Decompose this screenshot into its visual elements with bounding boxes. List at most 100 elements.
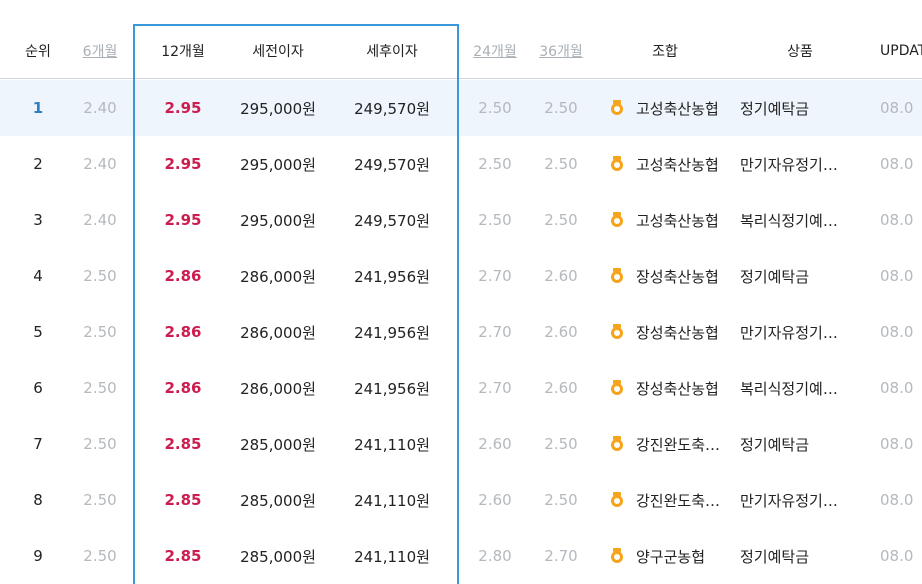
rate-6-months: 2.50 — [83, 547, 117, 565]
rate-24-months: 2.70 — [478, 379, 512, 397]
medal-icon — [610, 100, 624, 116]
rank-cell: 8 — [33, 491, 43, 509]
product-cell[interactable]: 정기예탁금 — [740, 528, 860, 584]
post-tax-interest: 249,570원 — [354, 99, 430, 118]
product-cell[interactable]: 만기자유정기예탁금 — [740, 472, 860, 528]
header-rank: 순위 — [25, 44, 51, 60]
rate-12-months: 2.86 — [164, 379, 202, 397]
rate-12-months: 2.85 — [164, 547, 202, 565]
union-cell[interactable]: 고성축산농협 — [610, 136, 735, 192]
update-date: 08.0 — [880, 267, 914, 285]
table-row[interactable]: 7 2.50 2.85 285,000원 241,110원 2.60 2.50 강진완도축산농… — [0, 416, 922, 472]
union-name[interactable]: 양구군농협 — [636, 547, 706, 566]
product-name[interactable]: 정기예탁금 — [740, 99, 810, 118]
header-12-months[interactable]: 12개월 — [161, 44, 205, 60]
table-row[interactable]: 6 2.50 2.86 286,000원 241,956원 2.70 2.60 장성축산농협 복… — [0, 360, 922, 416]
product-name[interactable]: 정기예탁금 — [740, 547, 810, 566]
product-cell[interactable]: 정기예탁금 — [740, 416, 860, 472]
union-cell[interactable]: 강진완도축산농협 — [610, 416, 735, 472]
rate-24-months: 2.80 — [478, 547, 512, 565]
product-name[interactable]: 정기예탁금 — [740, 435, 810, 454]
union-cell[interactable]: 장성축산농협 — [610, 248, 735, 304]
table-row[interactable]: 9 2.50 2.85 285,000원 241,110원 2.80 2.70 양구군농협 정기… — [0, 528, 922, 584]
header-product: 상품 — [787, 44, 813, 60]
rate-24-months: 2.50 — [478, 211, 512, 229]
post-tax-interest: 241,956원 — [354, 379, 430, 398]
union-cell[interactable]: 고성축산농협 — [610, 80, 735, 136]
rate-24-months: 2.70 — [478, 323, 512, 341]
product-cell[interactable]: 만기자유정기예탁금 — [740, 136, 860, 192]
product-cell[interactable]: 정기예탁금 — [740, 80, 860, 136]
rate-36-months: 2.60 — [544, 267, 578, 285]
product-name[interactable]: 복리식정기예탁금 — [740, 211, 850, 230]
union-name[interactable]: 강진완도축산농협 — [636, 491, 722, 510]
rank-cell: 5 — [33, 323, 43, 341]
post-tax-interest: 241,110원 — [354, 547, 430, 566]
rate-6-months: 2.50 — [83, 323, 117, 341]
medal-icon — [610, 492, 624, 508]
pre-tax-interest: 285,000원 — [240, 435, 316, 454]
rate-6-months: 2.50 — [83, 379, 117, 397]
header-pre-tax: 세전이자 — [252, 44, 304, 60]
rate-12-months: 2.86 — [164, 267, 202, 285]
table-row[interactable]: 5 2.50 2.86 286,000원 241,956원 2.70 2.60 장성축산농협 만… — [0, 304, 922, 360]
rate-24-months: 2.70 — [478, 267, 512, 285]
union-cell[interactable]: 양구군농협 — [610, 528, 735, 584]
medal-icon — [610, 324, 624, 340]
product-cell[interactable]: 복리식정기예탁금 — [740, 192, 860, 248]
union-name[interactable]: 강진완도축산농협 — [636, 435, 722, 454]
pre-tax-interest: 295,000원 — [240, 211, 316, 230]
rate-12-months: 2.85 — [164, 491, 202, 509]
union-name[interactable]: 고성축산농협 — [636, 211, 719, 230]
product-name[interactable]: 정기예탁금 — [740, 267, 810, 286]
product-cell[interactable]: 만기자유정기예탁금 — [740, 304, 860, 360]
union-cell[interactable]: 장성축산농협 — [610, 360, 735, 416]
medal-icon — [610, 436, 624, 452]
rate-24-months: 2.50 — [478, 99, 512, 117]
update-date: 08.0 — [880, 379, 914, 397]
table-row[interactable]: 2 2.40 2.95 295,000원 249,570원 2.50 2.50 고성축산농협 만… — [0, 136, 922, 192]
product-name[interactable]: 만기자유정기예탁금 — [740, 155, 850, 174]
header-6-months[interactable]: 6개월 — [82, 44, 118, 60]
union-cell[interactable]: 고성축산농협 — [610, 192, 735, 248]
rate-12-months: 2.86 — [164, 323, 202, 341]
rate-6-months: 2.40 — [83, 99, 117, 117]
table-row[interactable]: 3 2.40 2.95 295,000원 249,570원 2.50 2.50 고성축산농협 복… — [0, 192, 922, 248]
medal-icon — [610, 380, 624, 396]
product-name[interactable]: 만기자유정기예탁금 — [740, 491, 850, 510]
union-cell[interactable]: 강진완도축산농협 — [610, 472, 735, 528]
rate-6-months: 2.40 — [83, 211, 117, 229]
union-name[interactable]: 장성축산농협 — [636, 267, 719, 286]
table-row[interactable]: 4 2.50 2.86 286,000원 241,956원 2.70 2.60 장성축산농협 정… — [0, 248, 922, 304]
product-cell[interactable]: 복리식정기예탁금 — [740, 360, 860, 416]
table-row[interactable]: 8 2.50 2.85 285,000원 241,110원 2.60 2.50 강진완도축산농… — [0, 472, 922, 528]
rate-36-months: 2.50 — [544, 435, 578, 453]
post-tax-interest: 249,570원 — [354, 211, 430, 230]
update-date: 08.0 — [880, 155, 914, 173]
union-name[interactable]: 고성축산농협 — [636, 99, 719, 118]
header-union: 조합 — [652, 44, 678, 60]
header-36-months[interactable]: 36개월 — [539, 44, 583, 60]
rank-cell: 3 — [33, 211, 43, 229]
update-date: 08.0 — [880, 435, 914, 453]
medal-icon — [610, 212, 624, 228]
table-row[interactable]: 1 2.40 2.95 295,000원 249,570원 2.50 2.50 고성축산농협 정… — [0, 80, 922, 136]
rank-cell: 6 — [33, 379, 43, 397]
union-name[interactable]: 장성축산농협 — [636, 323, 719, 342]
product-cell[interactable]: 정기예탁금 — [740, 248, 860, 304]
product-name[interactable]: 만기자유정기예탁금 — [740, 323, 850, 342]
union-name[interactable]: 장성축산농협 — [636, 379, 719, 398]
header-24-months[interactable]: 24개월 — [473, 44, 517, 60]
post-tax-interest: 241,956원 — [354, 323, 430, 342]
post-tax-interest: 249,570원 — [354, 155, 430, 174]
union-cell[interactable]: 장성축산농협 — [610, 304, 735, 360]
pre-tax-interest: 295,000원 — [240, 99, 316, 118]
union-name[interactable]: 고성축산농협 — [636, 155, 719, 174]
rank-cell: 4 — [33, 267, 43, 285]
pre-tax-interest: 295,000원 — [240, 155, 316, 174]
rank-cell: 7 — [33, 435, 43, 453]
product-name[interactable]: 복리식정기예탁금 — [740, 379, 850, 398]
medal-icon — [610, 156, 624, 172]
rate-24-months: 2.60 — [478, 435, 512, 453]
